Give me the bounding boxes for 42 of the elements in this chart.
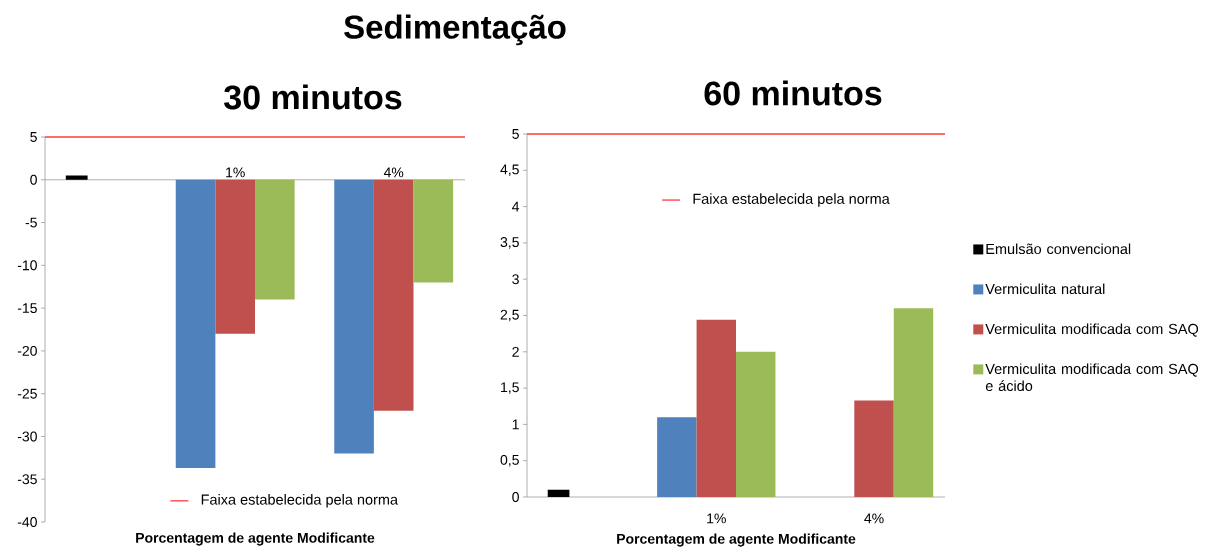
legend-label: Vermiculita modificada com SAQ — [985, 323, 1199, 337]
y-tick-label: -35 — [17, 474, 37, 485]
y-tick-label: -5 — [25, 217, 37, 228]
bar — [547, 489, 570, 497]
legend-label: Faixa estabelecida pela norma — [693, 193, 890, 207]
legend-label: Vermiculita modificada com SAQ e ácido — [985, 363, 1199, 392]
legend-label: Vermiculita natural — [985, 283, 1105, 295]
bar — [893, 308, 934, 497]
y-tick-label: -25 — [17, 388, 37, 399]
x-axis-title: Porcentagem de agente Modificante — [617, 533, 856, 547]
bar — [736, 351, 776, 497]
y-tick-label: 1,5 — [501, 382, 519, 394]
y-tick-label: 5 — [512, 129, 519, 139]
x-tick-label: 4% — [383, 167, 404, 178]
chart-title: Sedimentação — [344, 14, 566, 46]
y-tick-label: 3 — [512, 274, 519, 285]
y-tick-label: 0 — [30, 174, 37, 185]
chart-subtitle: 30 minutos — [224, 84, 402, 110]
y-tick-label: 2,5 — [500, 309, 519, 322]
x-axis-title: Porcentagem de agente Modificante — [136, 532, 375, 546]
y-tick-label: 0 — [512, 492, 519, 502]
x-tick-label: 1% — [707, 513, 726, 524]
y-tick-label: -10 — [17, 260, 37, 271]
x-tick-label: 4% — [864, 513, 884, 524]
y-tick-label: 4 — [512, 201, 520, 212]
y-tick-label: -15 — [17, 303, 37, 313]
y-tick-label: 0,5 — [500, 454, 519, 467]
chart-subtitle: 60 minutos — [704, 80, 882, 106]
bar — [657, 417, 697, 497]
bar — [854, 400, 894, 497]
y-tick-label: -30 — [17, 431, 37, 442]
legend-label: Emulsão convencional — [986, 243, 1131, 255]
y-tick-label: 4,5 — [500, 164, 519, 177]
y-tick-label: 2 — [512, 346, 519, 357]
legend-label: Faixa estabelecida pela norma — [201, 494, 399, 508]
x-tick-label: 1% — [226, 167, 245, 178]
y-tick-label: -40 — [17, 517, 37, 527]
y-tick-label: 3,5 — [500, 237, 519, 249]
y-tick-label: 5 — [30, 132, 37, 142]
y-tick-label: 1 — [512, 419, 519, 430]
y-tick-label: -20 — [17, 345, 37, 356]
bar — [696, 319, 737, 497]
